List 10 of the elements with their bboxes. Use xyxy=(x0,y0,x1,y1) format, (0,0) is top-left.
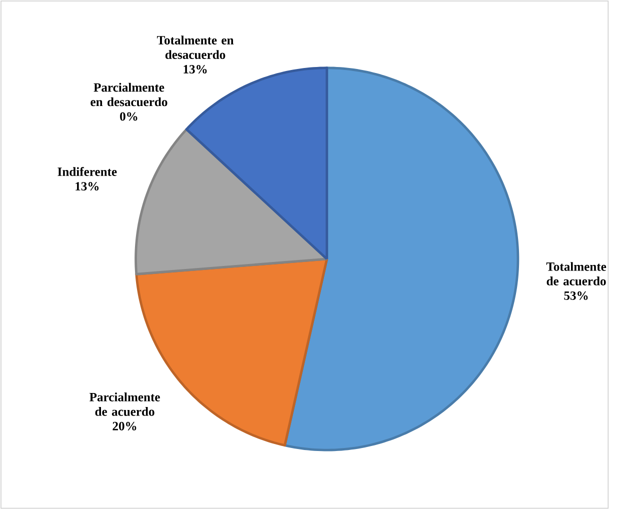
slice-label: Totalmente de acuerdo xyxy=(546,262,606,286)
data-label: 13% xyxy=(76,182,99,190)
data-label: 20% xyxy=(112,422,136,430)
slice-label: Totalmente en desacuerdo xyxy=(156,36,234,59)
data-label: 53% xyxy=(564,291,588,300)
slice-label: Parcialmente de acuerdo xyxy=(90,392,160,416)
data-label: 13% xyxy=(184,64,207,74)
category-label: Parcialmente en desacuerdo xyxy=(90,82,168,106)
text: 0% xyxy=(120,112,138,121)
slice-label: Indiferente xyxy=(58,166,117,176)
